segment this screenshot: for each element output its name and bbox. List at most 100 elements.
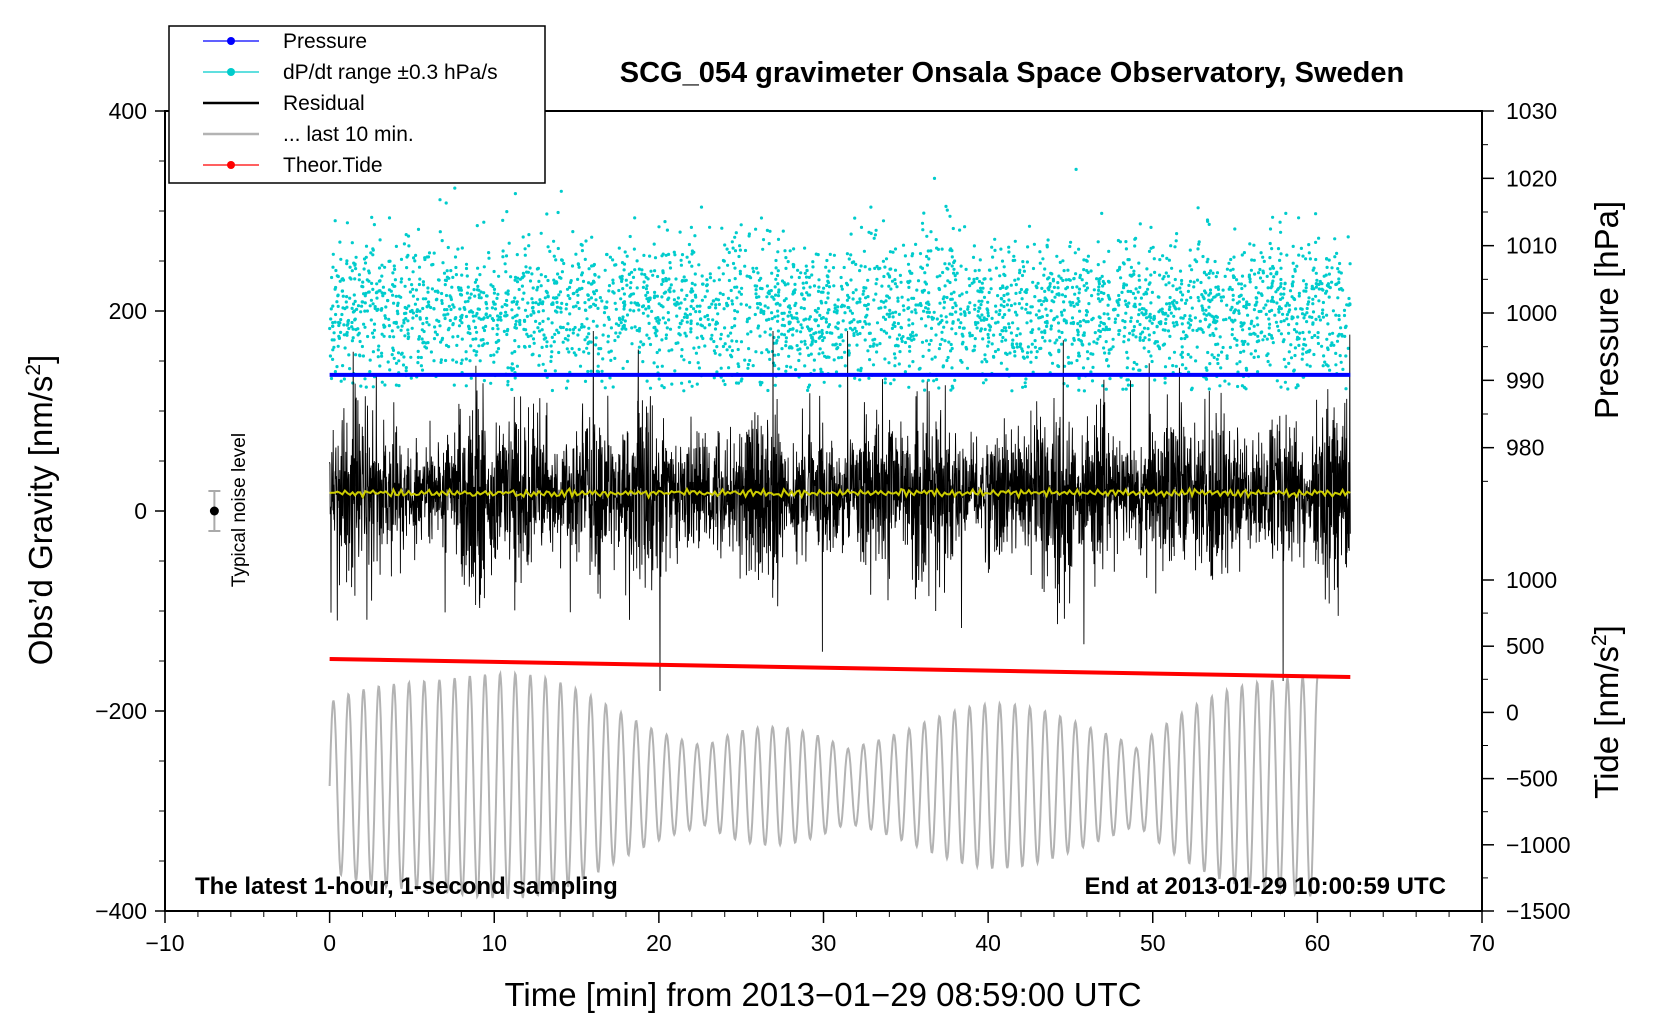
dpdt-point (1221, 345, 1225, 350)
dpdt-point (474, 278, 479, 282)
dpdt-point (803, 339, 807, 343)
dpdt-point (914, 333, 918, 337)
dpdt-point (1269, 286, 1273, 290)
dpdt-point (495, 323, 499, 327)
dpdt-point (980, 281, 984, 285)
dpdt-point (719, 337, 723, 341)
dpdt-point (1183, 336, 1187, 341)
dpdt-point (1173, 245, 1177, 249)
dpdt-point (1253, 272, 1257, 276)
dpdt-point (1312, 352, 1316, 357)
dpdt-point (402, 242, 406, 246)
dpdt-point (1023, 384, 1027, 389)
dpdt-point (1233, 308, 1237, 312)
dpdt-point (1089, 370, 1093, 374)
dpdt-point (962, 310, 967, 314)
dpdt-point (1248, 280, 1252, 284)
dpdt-point (810, 335, 814, 339)
dpdt-point (545, 340, 549, 344)
dpdt-point (603, 386, 607, 390)
dpdt-point (1307, 251, 1311, 255)
dpdt-point (342, 323, 346, 327)
dpdt-point (521, 271, 526, 275)
dpdt-point (833, 306, 837, 310)
dpdt-point (711, 318, 715, 322)
dpdt-point (751, 364, 755, 368)
dpdt-point (1125, 350, 1129, 354)
dpdt-point (972, 277, 976, 281)
dpdt-point (368, 304, 372, 308)
dpdt-point (1268, 227, 1273, 231)
dpdt-point (979, 318, 983, 322)
dpdt-point (895, 337, 900, 341)
dpdt-point (1045, 324, 1049, 328)
dpdt-point (932, 310, 936, 314)
dpdt-point (628, 234, 632, 239)
dpdt-point (925, 254, 929, 259)
dpdt-point (1325, 257, 1329, 261)
dpdt-point (1025, 351, 1030, 355)
dpdt-point (1087, 342, 1091, 346)
dpdt-point (372, 223, 376, 227)
dpdt-point (606, 340, 610, 344)
dpdt-point (587, 351, 591, 355)
dpdt-point (781, 317, 785, 321)
dpdt-point (629, 293, 633, 297)
dpdt-point (1282, 319, 1286, 323)
dpdt-point (490, 317, 494, 321)
dpdt-point (594, 343, 598, 347)
dpdt-point (1030, 342, 1034, 346)
dpdt-point (444, 358, 448, 363)
dpdt-point (1048, 351, 1052, 355)
dpdt-point (875, 321, 880, 325)
dpdt-point (609, 358, 613, 362)
dpdt-point (1029, 330, 1033, 334)
dpdt-point (841, 339, 845, 343)
dpdt-point (883, 265, 887, 269)
dpdt-point (835, 347, 839, 351)
dpdt-point (1264, 312, 1268, 316)
dpdt-point (1241, 322, 1245, 326)
dpdt-point (1306, 302, 1310, 306)
dpdt-point (680, 288, 684, 292)
dpdt-point (945, 266, 949, 270)
dpdt-point (484, 324, 488, 328)
dpdt-point (1179, 353, 1183, 357)
dpdt-point (1240, 384, 1244, 388)
dpdt-point (351, 310, 355, 314)
dpdt-point (726, 303, 730, 307)
dpdt-point (425, 305, 429, 309)
dpdt-point (1002, 272, 1006, 276)
dpdt-point (1081, 343, 1085, 347)
dpdt-point (565, 302, 569, 306)
dpdt-point (660, 254, 664, 258)
dpdt-point (397, 359, 401, 363)
dpdt-point (413, 259, 417, 263)
dpdt-point (563, 337, 568, 341)
dpdt-point (1077, 351, 1081, 355)
dpdt-point (339, 257, 343, 261)
dpdt-point (908, 269, 912, 273)
dpdt-point (1064, 278, 1068, 282)
dpdt-point (592, 292, 597, 296)
dpdt-point (1210, 314, 1214, 318)
dpdt-point (1256, 323, 1260, 327)
dpdt-point (1212, 318, 1216, 322)
dpdt-point (844, 328, 848, 332)
dpdt-point (345, 262, 349, 266)
dpdt-point (501, 249, 505, 253)
dpdt-point (978, 258, 982, 262)
dpdt-point (1277, 310, 1281, 314)
dpdt-point (611, 290, 615, 294)
dpdt-point (1322, 274, 1326, 278)
dpdt-point (794, 301, 798, 305)
dpdt-point (919, 317, 924, 321)
dpdt-point (828, 252, 832, 256)
dpdt-point (399, 257, 404, 261)
dpdt-point (1106, 364, 1111, 368)
dpdt-point (872, 342, 876, 346)
dpdt-point (1200, 328, 1204, 332)
dpdt-point (417, 265, 422, 269)
dpdt-point (627, 272, 631, 276)
dpdt-point (760, 287, 764, 291)
